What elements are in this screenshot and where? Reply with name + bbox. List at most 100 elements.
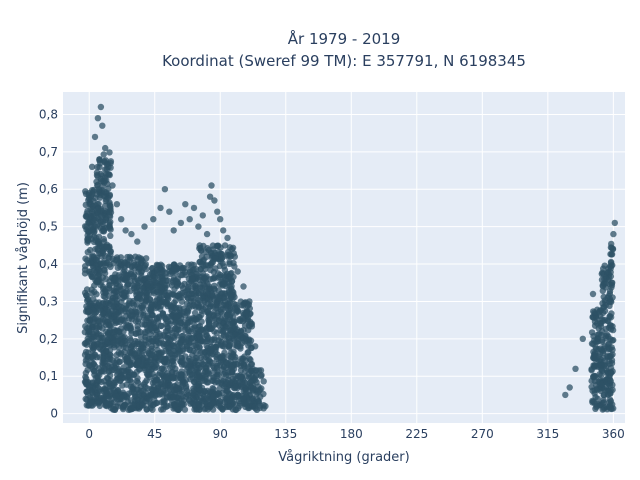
data-point: [197, 244, 204, 252]
data-point: [169, 374, 176, 381]
data-point: [208, 182, 215, 189]
y-tick-label: 0,4: [39, 257, 58, 271]
data-point: [237, 374, 244, 381]
data-point: [167, 350, 174, 357]
data-point: [610, 405, 617, 412]
data-point: [222, 302, 229, 309]
data-point: [199, 360, 206, 368]
data-point: [237, 367, 245, 374]
data-point: [236, 402, 243, 410]
data-point: [147, 296, 154, 303]
data-point: [132, 351, 139, 358]
data-point: [192, 358, 200, 365]
data-point: [180, 305, 188, 312]
data-point: [201, 377, 209, 384]
data-point: [154, 269, 161, 277]
grid-lines: [63, 92, 625, 423]
data-point: [118, 332, 125, 340]
data-point: [95, 305, 103, 312]
data-point: [123, 274, 130, 281]
data-point: [121, 259, 129, 266]
data-point: [120, 367, 127, 375]
data-point: [221, 349, 228, 356]
data-point: [87, 268, 94, 275]
data-point: [260, 378, 267, 385]
data-point: [608, 357, 616, 364]
data-point: [590, 354, 597, 361]
data-point: [106, 202, 114, 210]
data-point: [93, 178, 100, 185]
data-point: [188, 366, 195, 374]
data-point: [152, 342, 160, 349]
data-point: [227, 293, 235, 301]
data-point: [157, 322, 165, 329]
data-point: [90, 212, 97, 219]
data-point: [607, 322, 615, 329]
data-point: [100, 293, 108, 300]
data-point: [224, 234, 231, 242]
data-point: [221, 398, 228, 406]
data-point: [196, 297, 203, 304]
data-point: [154, 303, 162, 310]
data-point: [240, 334, 247, 341]
data-point: [118, 307, 125, 315]
data-point: [204, 360, 212, 367]
data-point: [241, 353, 248, 360]
data-point: [199, 212, 206, 219]
data-point: [152, 324, 159, 332]
data-point: [204, 335, 211, 343]
data-point: [226, 331, 233, 338]
data-point: [111, 326, 118, 333]
data-point: [121, 348, 128, 356]
data-point: [207, 262, 214, 269]
data-point: [164, 292, 171, 299]
data-point: [111, 399, 118, 406]
data-point: [195, 373, 203, 381]
data-point: [260, 390, 267, 398]
data-point: [95, 344, 103, 351]
data-point: [598, 367, 606, 375]
data-point: [608, 352, 615, 359]
data-point: [609, 381, 616, 389]
data-point: [82, 360, 89, 368]
data-point: [86, 384, 93, 391]
data-point: [106, 191, 114, 198]
data-point: [102, 390, 109, 397]
data-point: [137, 292, 145, 299]
data-point: [205, 369, 212, 377]
data-point: [161, 186, 169, 193]
data-point: [197, 349, 204, 357]
data-point: [239, 314, 246, 322]
data-point: [249, 395, 256, 402]
data-point: [562, 391, 569, 399]
data-point: [220, 280, 228, 288]
data-point: [173, 326, 181, 333]
data-point: [91, 133, 99, 141]
data-point: [234, 268, 241, 275]
data-point: [93, 291, 100, 298]
data-point: [209, 242, 217, 249]
data-point: [107, 232, 114, 239]
data-point: [234, 304, 241, 311]
data-point: [215, 337, 222, 344]
data-point: [83, 292, 90, 299]
data-point: [96, 194, 104, 201]
data-point: [240, 399, 248, 406]
data-point: [198, 260, 205, 267]
data-point: [230, 273, 237, 280]
data-point: [162, 340, 169, 348]
data-point: [196, 344, 203, 351]
data-point: [140, 304, 147, 311]
data-point: [134, 323, 141, 330]
data-point: [217, 271, 224, 279]
data-point: [153, 376, 160, 383]
data-point: [187, 376, 194, 383]
data-point: [245, 342, 252, 349]
data-point: [233, 326, 241, 333]
data-point: [145, 358, 152, 365]
data-point: [208, 325, 215, 333]
data-point: [106, 209, 113, 216]
data-point: [133, 377, 141, 385]
data-point: [88, 235, 95, 243]
data-points: [81, 103, 618, 414]
